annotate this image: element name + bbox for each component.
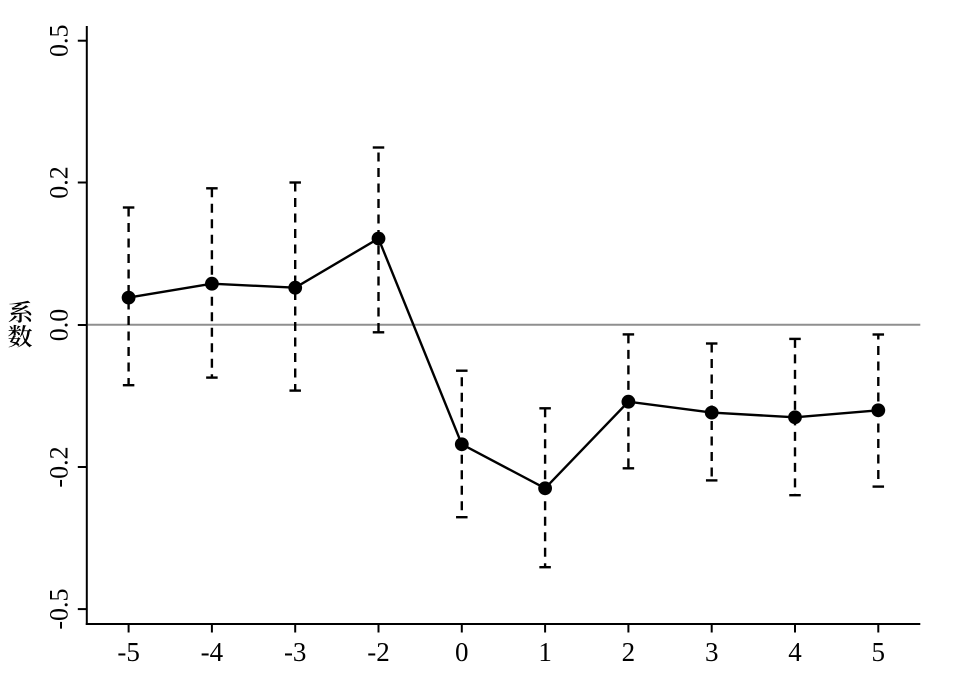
svg-text:-3: -3 xyxy=(284,637,307,667)
svg-text:0.2: 0.2 xyxy=(45,166,74,199)
svg-text:-4: -4 xyxy=(201,637,224,667)
svg-text:-5: -5 xyxy=(117,637,140,667)
svg-text:0.5: 0.5 xyxy=(45,24,74,57)
svg-text:0.0: 0.0 xyxy=(45,309,74,342)
svg-text:1: 1 xyxy=(538,637,552,667)
svg-text:5: 5 xyxy=(872,637,886,667)
svg-text:-2: -2 xyxy=(367,637,390,667)
svg-text:-0.2: -0.2 xyxy=(45,446,74,487)
svg-text:4: 4 xyxy=(788,637,802,667)
svg-text:2: 2 xyxy=(622,637,636,667)
svg-text:-0.5: -0.5 xyxy=(45,589,74,630)
svg-text:3: 3 xyxy=(705,637,719,667)
svg-text:0: 0 xyxy=(455,637,469,667)
